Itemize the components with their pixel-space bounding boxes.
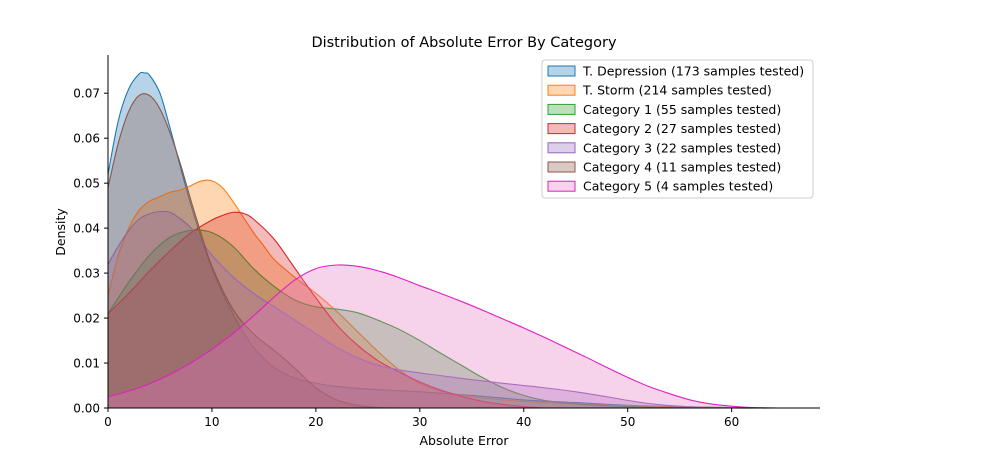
legend-label-7: Category 5 (4 samples tested) xyxy=(583,179,773,194)
x-tick-label: 0 xyxy=(104,415,112,429)
legend-swatch-5 xyxy=(547,142,576,154)
x-tick-label: 30 xyxy=(412,415,427,429)
y-tick-label: 0.04 xyxy=(73,221,100,235)
legend-label-6: Category 4 (11 samples tested) xyxy=(583,160,781,175)
x-tick-label: 60 xyxy=(724,415,739,429)
x-tick-label: 50 xyxy=(620,415,635,429)
y-ticks: 0.00 0.01 0.02 0.03 0.04 0.05 0.06 0.07 xyxy=(73,87,108,415)
legend-swatch-7 xyxy=(547,180,576,192)
density-area-6 xyxy=(108,93,400,409)
y-tick-label: 0.06 xyxy=(73,131,100,145)
density-area-3 xyxy=(108,230,774,409)
y-tick-label: 0.00 xyxy=(73,401,100,415)
legend-swatch-3 xyxy=(547,103,576,115)
density-areas xyxy=(107,71,779,409)
x-axis-label: Absolute Error xyxy=(419,433,509,448)
y-tick-label: 0.01 xyxy=(73,356,100,370)
density-area-1 xyxy=(108,72,774,408)
x-tick-label: 20 xyxy=(308,415,323,429)
x-tick-label: 10 xyxy=(204,415,219,429)
legend-frame xyxy=(541,59,814,199)
legend-label-1: T. Depression (173 samples tested) xyxy=(582,64,804,79)
legend: T. Depression (173 samples tested) T. Sto… xyxy=(541,59,814,199)
y-axis-label: Density xyxy=(53,208,68,256)
x-tick-label: 40 xyxy=(516,415,531,429)
x-ticks: 0 10 20 30 40 50 60 xyxy=(104,408,739,429)
chart-title: Distribution of Absolute Error By Catego… xyxy=(311,35,617,51)
density-line-1 xyxy=(107,71,774,409)
y-tick-label: 0.03 xyxy=(73,266,100,280)
axes: 0 10 20 30 40 50 60 0.000.010.020.030.040.050.… xyxy=(73,55,820,429)
legend-swatch-4 xyxy=(547,123,576,135)
legend-swatch-2 xyxy=(547,84,576,96)
density-area-5 xyxy=(108,211,732,408)
legend-label-4: Category 2 (27 samples tested) xyxy=(583,121,781,136)
density-line-5 xyxy=(107,210,732,409)
density-line-4 xyxy=(107,211,545,409)
y-tick-label: 0.05 xyxy=(73,176,100,190)
y-tick-label: 0.02 xyxy=(73,311,100,325)
density-line-6 xyxy=(107,93,400,409)
density-line-2 xyxy=(107,179,774,409)
legend-label-5: Category 3 (22 samples tested) xyxy=(583,140,781,155)
legend-swatch-1 xyxy=(547,65,576,77)
legend-swatch-6 xyxy=(547,161,576,173)
legend-label-3: Category 1 (55 samples tested) xyxy=(583,102,781,117)
legend-label-2: T. Storm (214 samples tested) xyxy=(582,83,772,98)
y-tick-label: 0.07 xyxy=(73,87,100,101)
density-line-3 xyxy=(107,229,774,409)
density-area-7 xyxy=(108,264,779,408)
density-line-7 xyxy=(107,264,779,409)
